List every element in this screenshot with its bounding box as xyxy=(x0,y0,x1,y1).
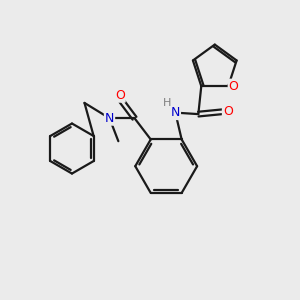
Text: N: N xyxy=(105,112,114,125)
Text: N: N xyxy=(171,106,180,119)
Text: H: H xyxy=(163,98,171,108)
Text: O: O xyxy=(115,89,125,102)
Text: O: O xyxy=(229,80,238,93)
Text: O: O xyxy=(223,105,233,118)
